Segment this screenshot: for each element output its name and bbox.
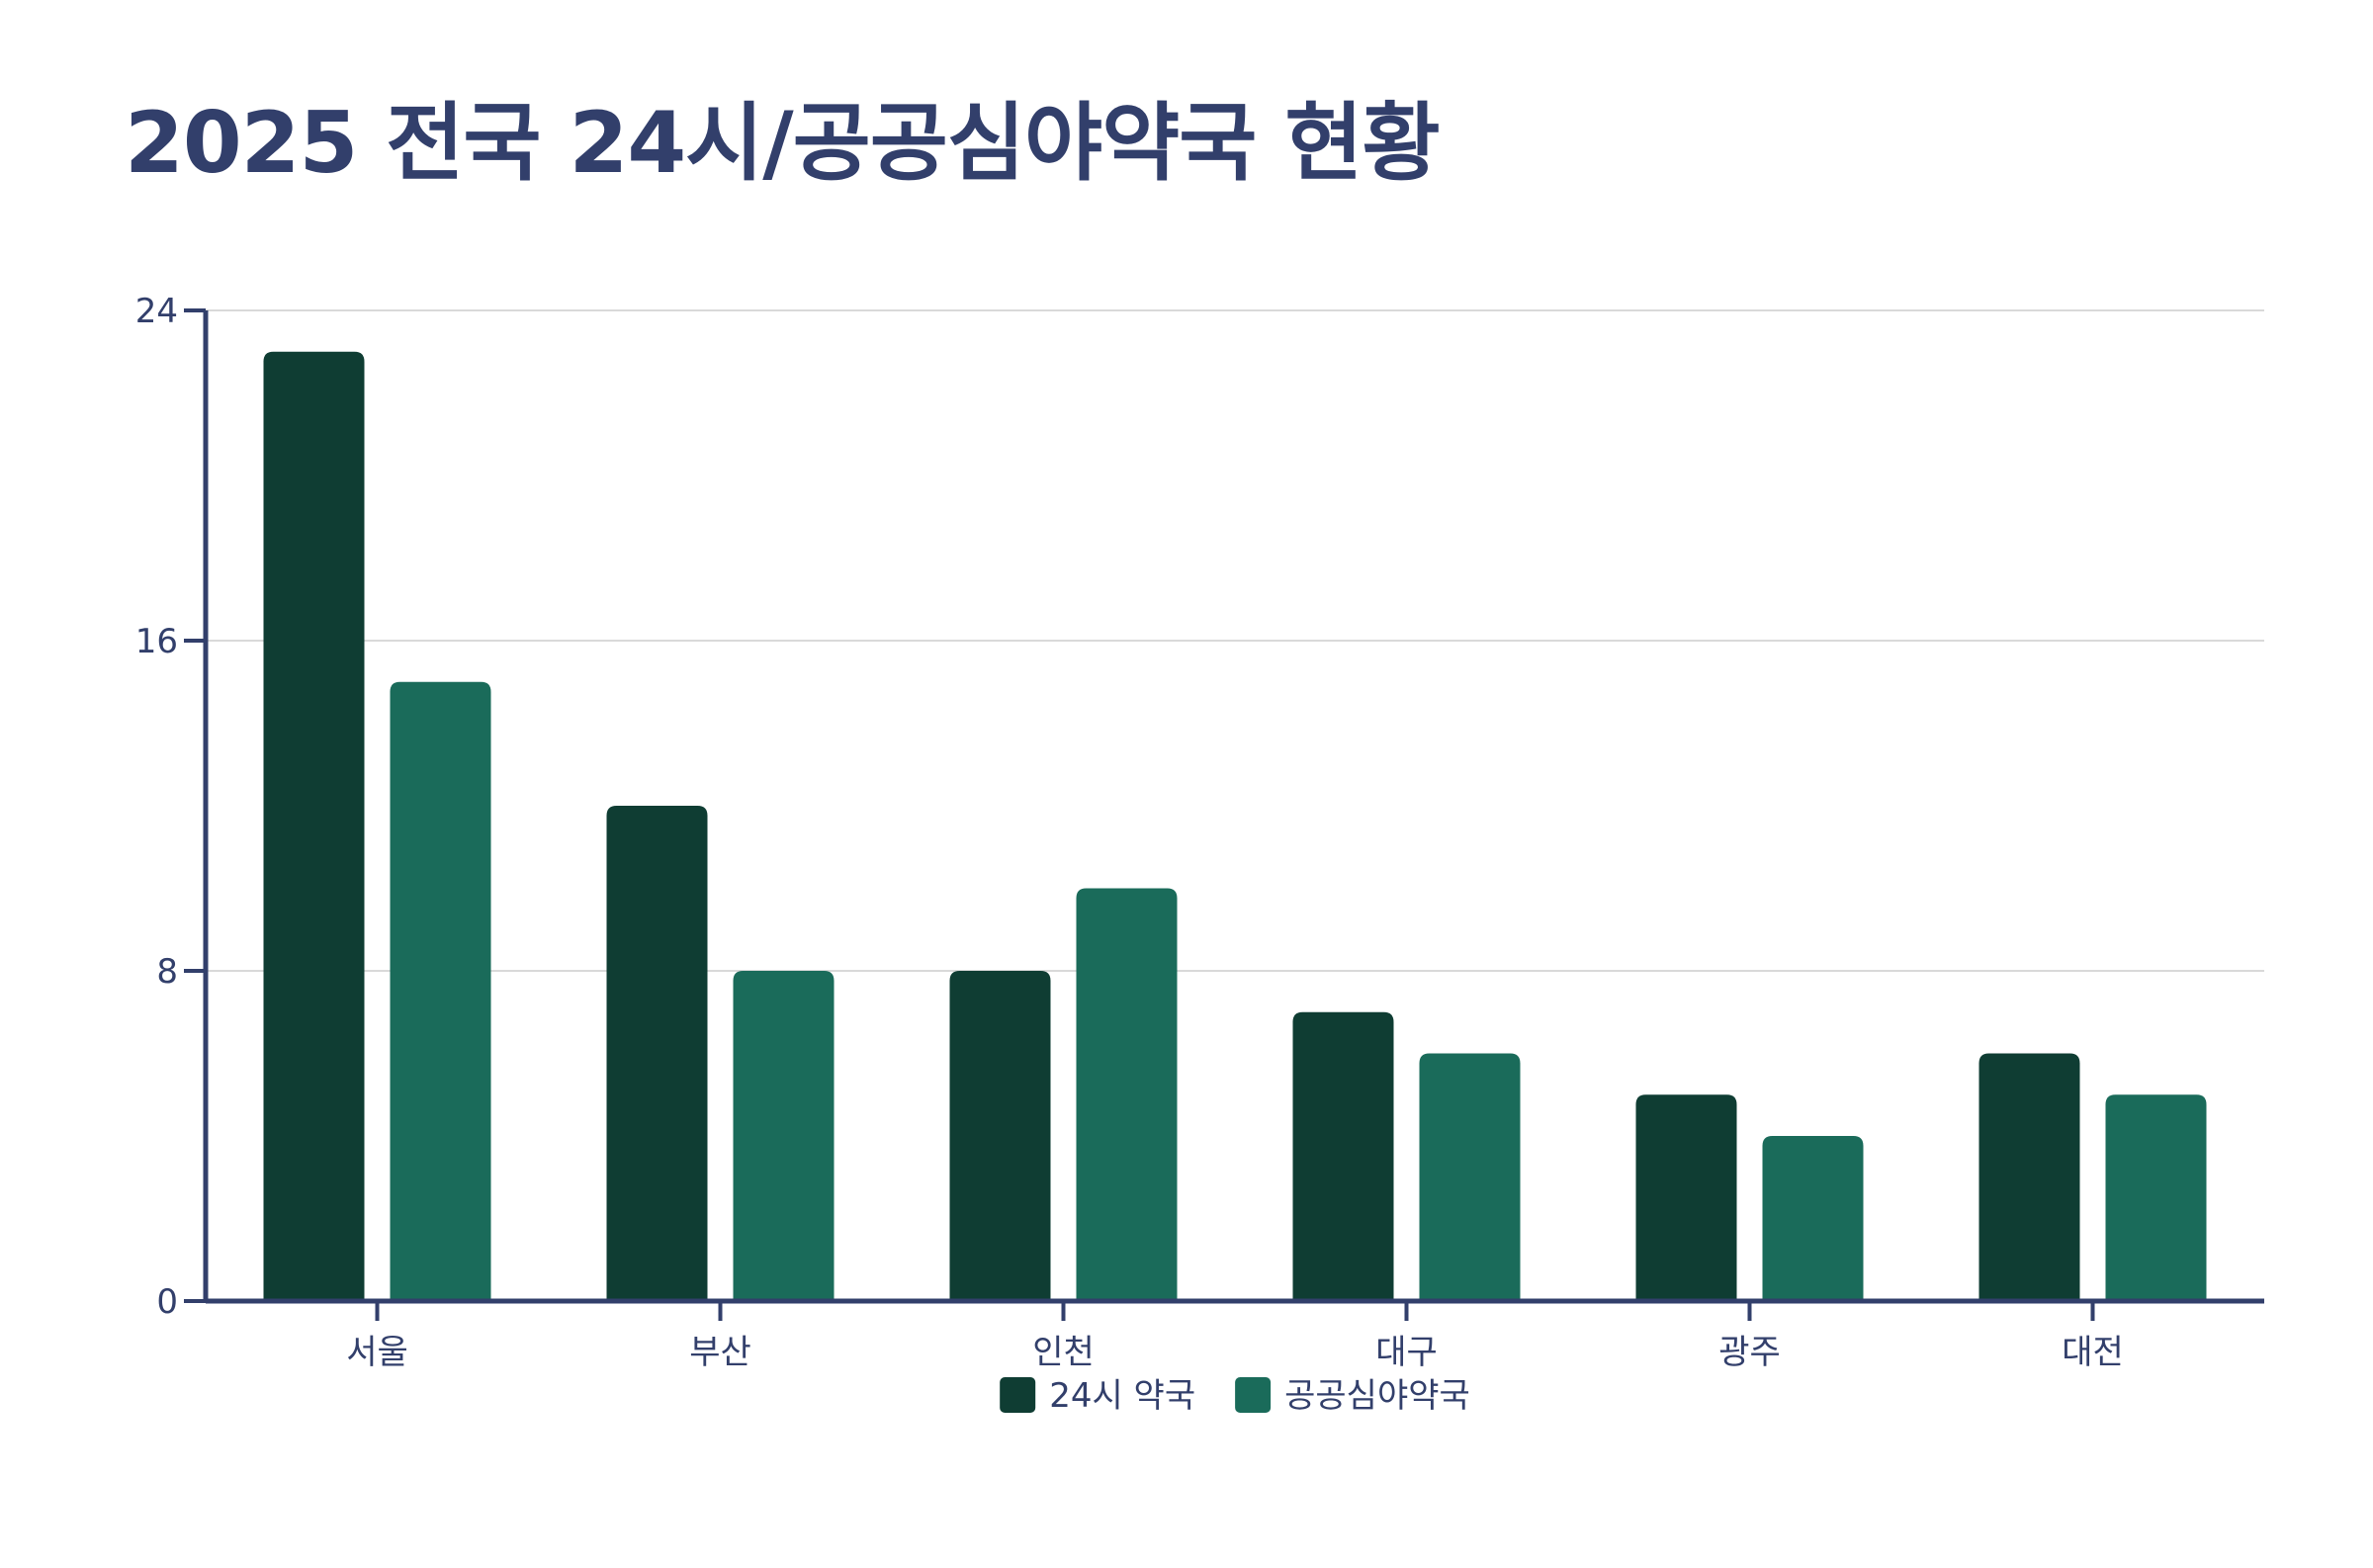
axes bbox=[184, 308, 2264, 1321]
legend-item: 24시 약국 bbox=[1000, 1376, 1195, 1416]
legend-label: 24시 약국 bbox=[1049, 1376, 1195, 1416]
x-tick-label: 광주 bbox=[1718, 1333, 1781, 1372]
bars bbox=[263, 351, 2207, 1301]
bar-series-1-0 bbox=[263, 351, 365, 1301]
chart-title: 2025 전국 24시/공공심야약국 현황 bbox=[125, 94, 1441, 193]
bar-series-2-0 bbox=[390, 681, 491, 1301]
legend: 24시 약국 공공심야약국 bbox=[1000, 1376, 1470, 1416]
x-tick-label: 부산 bbox=[689, 1333, 751, 1372]
legend-swatch bbox=[1235, 1377, 1272, 1413]
y-tick-label: 0 bbox=[156, 1282, 178, 1322]
bar-series-1-1 bbox=[606, 806, 708, 1301]
bar-series-2-5 bbox=[2105, 1094, 2207, 1301]
y-tick-label: 8 bbox=[156, 952, 178, 992]
bar-series-2-2 bbox=[1076, 888, 1178, 1301]
y-tick-label: 24 bbox=[135, 292, 178, 331]
legend-swatch bbox=[1000, 1377, 1036, 1413]
bar-series-2-4 bbox=[1762, 1136, 1864, 1301]
y-tick-label: 16 bbox=[135, 622, 178, 661]
x-tick-label: 대전 bbox=[2062, 1333, 2124, 1372]
tick-labels: 0 8 16 24 서울 부산 인천 대구 광주 대전 bbox=[135, 292, 2124, 1372]
x-tick-label: 대구 bbox=[1375, 1333, 1438, 1372]
legend-item: 공공심야약국 bbox=[1235, 1376, 1470, 1416]
x-tick-label: 인천 bbox=[1032, 1333, 1095, 1372]
bar-series-2-3 bbox=[1419, 1053, 1521, 1301]
bar-series-2-1 bbox=[733, 971, 835, 1301]
bar-series-1-2 bbox=[949, 971, 1051, 1301]
legend-label: 공공심야약국 bbox=[1284, 1376, 1470, 1416]
bar-series-1-3 bbox=[1292, 1011, 1394, 1301]
bar-series-1-5 bbox=[1978, 1053, 2080, 1301]
x-tick-label: 서울 bbox=[346, 1333, 408, 1372]
bar-series-1-4 bbox=[1635, 1094, 1737, 1301]
gridlines bbox=[206, 309, 2264, 972]
